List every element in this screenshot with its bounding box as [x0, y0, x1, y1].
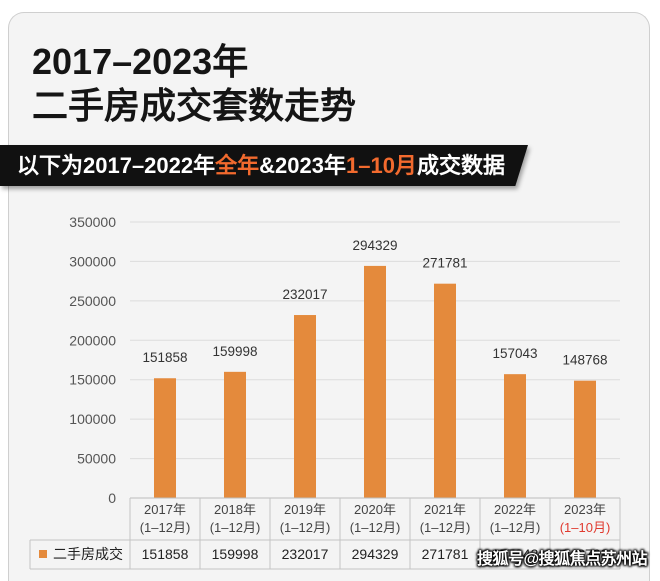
value-label: 157043 [492, 346, 537, 361]
value-label: 294329 [352, 238, 397, 253]
table-value: 151858 [142, 546, 189, 562]
y-tick-label: 250000 [69, 293, 116, 309]
category-label: 2018年 [214, 502, 256, 517]
bar-6 [574, 380, 596, 498]
y-tick-label: 50000 [77, 451, 116, 467]
bar-5 [504, 374, 526, 498]
value-label: 148768 [562, 353, 607, 368]
table-value: 157043 [492, 546, 539, 562]
category-period-label: (1–12月) [140, 520, 191, 535]
legend-label: 二手房成交 [53, 546, 123, 562]
table-value: 159998 [212, 546, 259, 562]
table-value: 148768 [562, 546, 609, 562]
table-value: 232017 [282, 546, 329, 562]
category-label: 2021年 [424, 502, 466, 517]
category-period-label: (1–12月) [280, 520, 331, 535]
banner-text-intro: 以下为2017–2022年 [17, 153, 216, 178]
bar-0 [154, 378, 176, 498]
card [8, 12, 650, 581]
y-tick-label: 300000 [69, 253, 116, 269]
banner: 以下为2017–2022年全年&2023年1–10月成交数据 [0, 145, 530, 186]
category-period-label: (1–10月) [560, 520, 611, 535]
legend-swatch [39, 550, 47, 558]
banner-text-months: 1–10月 [345, 153, 417, 178]
value-label: 159998 [212, 344, 257, 359]
watermark: 搜狐号@搜狐焦点苏州站 [477, 551, 648, 568]
category-period-label: (1–12月) [490, 520, 541, 535]
title-line-2: 二手房成交套数走势 [32, 85, 357, 126]
table-value: 294329 [352, 546, 399, 562]
bar-1 [224, 371, 246, 498]
banner-text-data: 成交数据 [416, 153, 505, 178]
y-tick-label: 200000 [69, 332, 116, 348]
bar-3 [364, 265, 386, 498]
banner-text-and-2023: &2023年 [259, 153, 346, 178]
table-value: 271781 [422, 546, 469, 562]
value-label: 151858 [142, 350, 187, 365]
category-label: 2022年 [494, 502, 536, 517]
y-tick-label: 350000 [69, 214, 116, 230]
category-period-label: (1–12月) [420, 520, 471, 535]
category-label: 2019年 [284, 502, 326, 517]
category-label: 2017年 [144, 502, 186, 517]
category-label: 2020年 [354, 502, 396, 517]
category-label: 2023年 [564, 502, 606, 517]
y-tick-label: 150000 [69, 372, 116, 388]
y-tick-label: 0 [108, 490, 116, 506]
bar-2 [294, 315, 316, 498]
value-label: 232017 [282, 287, 327, 302]
category-period-label: (1–12月) [350, 520, 401, 535]
banner-text-full-year: 全年 [215, 153, 260, 178]
title-line-1: 2017–2023年 [32, 41, 249, 82]
banner-bar: 以下为2017–2022年全年&2023年1–10月成交数据 [0, 145, 528, 186]
category-period-label: (1–12月) [210, 520, 261, 535]
y-tick-label: 100000 [69, 411, 116, 427]
value-label: 271781 [422, 256, 467, 271]
bar-4 [434, 283, 456, 498]
chart-title: 2017–2023年 二手房成交套数走势 [32, 40, 356, 128]
